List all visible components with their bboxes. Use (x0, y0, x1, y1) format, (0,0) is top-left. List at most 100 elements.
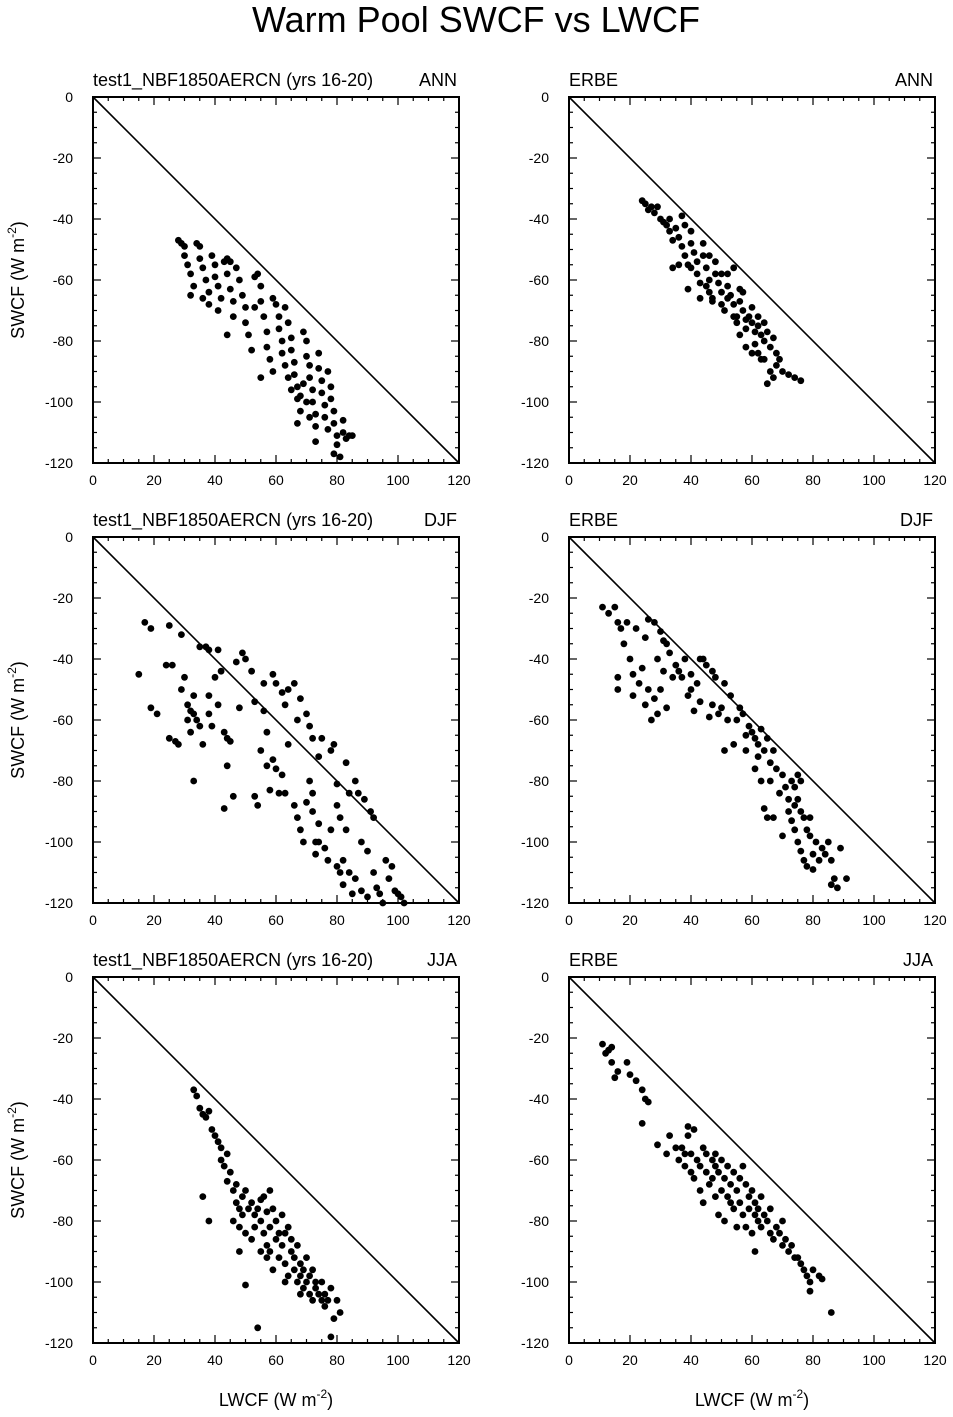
y-axis-label-exponent: -2 (5, 227, 19, 238)
data-point (306, 722, 313, 730)
data-point (705, 252, 713, 259)
data-point (184, 701, 192, 709)
data-point (147, 625, 155, 632)
x-tick-label: 0 (565, 912, 573, 928)
x-tick-label: 0 (565, 1352, 573, 1368)
data-point (229, 1187, 237, 1194)
data-point (760, 319, 768, 327)
data-point (205, 288, 213, 296)
data-point (766, 343, 774, 351)
data-point (205, 692, 213, 699)
panel-title-right: DJF (424, 510, 457, 530)
y-axis-label-exponent: -2 (5, 667, 19, 678)
data-point (760, 805, 768, 812)
data-point (800, 1266, 808, 1274)
data-point (205, 646, 213, 654)
data-point (651, 619, 658, 626)
data-point (827, 856, 835, 864)
data-point (809, 850, 817, 858)
data-point (388, 863, 396, 870)
data-point (214, 646, 222, 654)
y-tick-label: 0 (65, 529, 73, 545)
data-point (290, 680, 298, 687)
data-point (312, 1278, 319, 1286)
panel-title-right: ANN (895, 70, 933, 90)
data-point (757, 777, 765, 785)
data-point (257, 1196, 265, 1204)
data-point (681, 252, 689, 259)
y-tick-label: -20 (53, 1030, 73, 1046)
data-point (245, 1205, 252, 1213)
data-point (614, 1068, 622, 1075)
data-point (269, 1266, 277, 1274)
data-point (266, 1248, 274, 1255)
data-point (303, 337, 310, 345)
data-point (382, 856, 390, 864)
data-point (303, 1278, 310, 1286)
data-point (309, 734, 316, 742)
data-point (370, 814, 377, 821)
data-point (202, 1113, 210, 1121)
data-point (626, 1071, 634, 1078)
data-point (251, 792, 259, 800)
data-point (821, 850, 829, 858)
data-point (232, 1181, 240, 1188)
data-point (232, 658, 240, 666)
data-point (763, 328, 771, 336)
data-point (223, 270, 231, 278)
data-point (721, 1217, 728, 1225)
data-point (318, 389, 326, 397)
x-tick-label: 0 (89, 912, 97, 928)
data-point (229, 298, 237, 305)
figure-title: Warm Pool SWCF vs LWCF (252, 0, 700, 40)
data-point (803, 863, 811, 870)
data-point (712, 1193, 719, 1200)
data-point (287, 334, 295, 342)
x-tick-label: 100 (386, 472, 410, 488)
data-point (751, 1248, 759, 1255)
data-point (623, 1059, 631, 1066)
data-point (294, 383, 301, 391)
x-tick-label: 80 (805, 472, 821, 488)
data-point (681, 655, 689, 663)
data-point (709, 701, 716, 709)
data-point (730, 1205, 738, 1213)
data-point (620, 640, 628, 648)
data-point (785, 371, 792, 378)
data-point (681, 1162, 689, 1170)
data-point (666, 227, 673, 235)
data-point (318, 734, 326, 742)
data-point (248, 1235, 256, 1243)
data-point (733, 313, 741, 320)
data-point (739, 1162, 747, 1170)
data-point (266, 355, 274, 363)
data-point (257, 747, 265, 754)
data-point (693, 270, 701, 278)
data-point (736, 704, 744, 712)
data-point (730, 1168, 738, 1176)
data-point (644, 686, 652, 693)
data-point (358, 838, 365, 846)
data-point (196, 243, 204, 250)
data-point (614, 686, 622, 693)
data-point (648, 203, 655, 211)
x-tick-label: 80 (329, 472, 345, 488)
data-point (696, 1162, 704, 1170)
data-point (223, 762, 231, 770)
data-point (263, 1242, 271, 1249)
data-point (641, 634, 649, 641)
data-point (766, 777, 774, 785)
data-point (281, 701, 289, 709)
data-point (278, 349, 286, 357)
reference-line (568, 96, 936, 464)
x-tick-label: 60 (744, 912, 760, 928)
data-point (763, 380, 771, 388)
data-point (654, 1141, 661, 1149)
data-point (226, 258, 234, 266)
data-point (333, 780, 341, 788)
y-tick-label: -20 (529, 150, 549, 166)
x-tick-label: 120 (923, 472, 947, 488)
data-point (712, 1162, 719, 1170)
panel-title-right: ANN (419, 70, 457, 90)
data-point (175, 741, 182, 748)
